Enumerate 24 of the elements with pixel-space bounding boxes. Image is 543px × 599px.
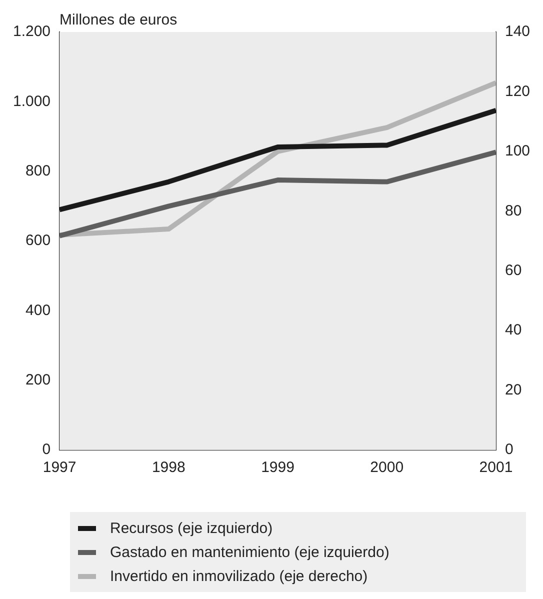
y-tick-label: 800	[26, 162, 51, 180]
y2-tick-label: 80	[504, 202, 522, 220]
y-tick-label: 1.000	[12, 92, 51, 110]
legend-label: Gastado en mantenimiento (eje izquierdo)	[110, 544, 390, 560]
legend-label: Invertido en inmovilizado (eje derecho)	[110, 568, 368, 584]
y-tick-label: 200	[26, 371, 51, 388]
legend-label: Recursos (eje izquierdo)	[110, 520, 273, 536]
y2-tick-label: 0	[504, 441, 514, 458]
x-tick-label: 1998	[152, 459, 186, 476]
y2-tick-label: 140	[504, 23, 530, 40]
y-tick-label: 0	[42, 441, 51, 458]
y2-tick-label: 60	[504, 262, 522, 279]
y-axis-title: Millones de euros	[60, 12, 178, 29]
y2-tick-label: 40	[504, 322, 522, 339]
y2-tick-label: 120	[504, 82, 530, 100]
x-tick-label: 2000	[370, 459, 404, 476]
y2-tick-label: 100	[504, 142, 530, 160]
x-tick-label: 1999	[261, 459, 294, 476]
x-tick-label: 2001	[479, 459, 513, 476]
y-tick-label: 400	[26, 302, 51, 319]
x-tick-label: 1997	[42, 459, 76, 476]
y-tick-label: 600	[26, 232, 51, 250]
y2-tick-label: 20	[504, 381, 522, 398]
y-tick-label: 1.200	[12, 23, 51, 40]
